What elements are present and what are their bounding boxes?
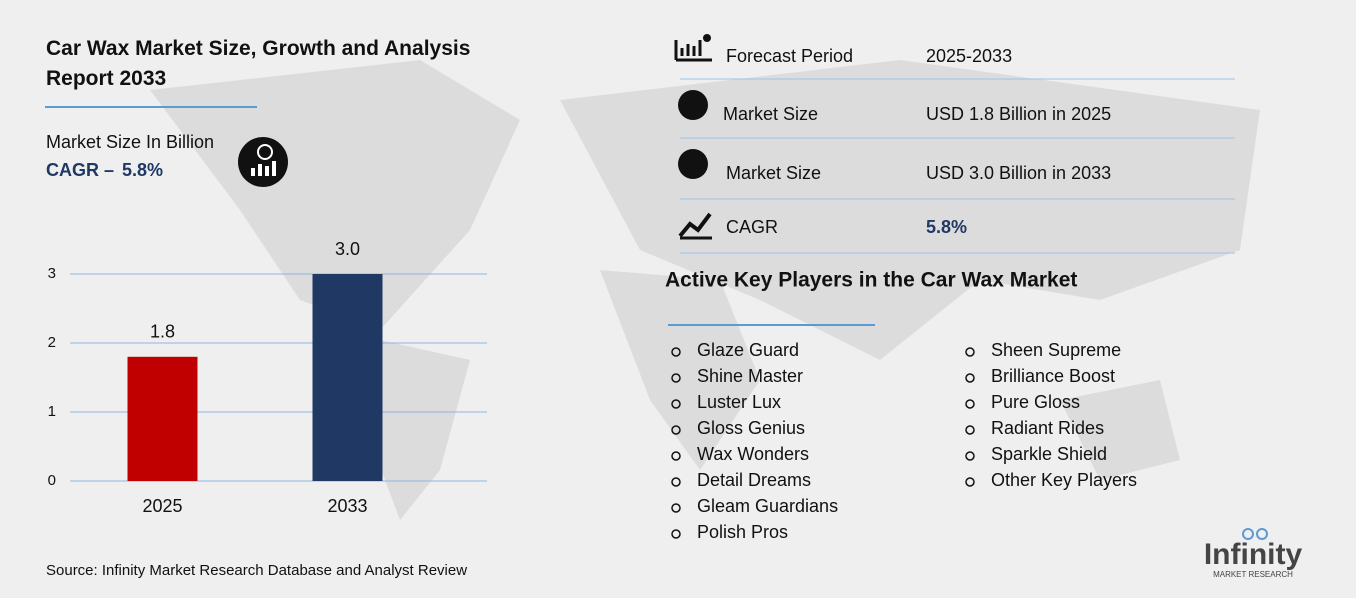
player-name: Luster Lux <box>697 392 781 412</box>
bar <box>127 356 198 481</box>
player-name: Sheen Supreme <box>991 340 1121 360</box>
source: Source: Infinity Market Research Databas… <box>46 562 467 579</box>
y-tick-label: 3 <box>48 265 56 282</box>
value-label: 3.0 <box>335 239 360 259</box>
world-map <box>150 60 1260 520</box>
stat-label: Market Size <box>726 163 821 183</box>
cagr-value: 5.8% <box>122 160 163 180</box>
logo: Infinity MARKET RESEARCH <box>1204 528 1303 579</box>
bullet <box>671 477 681 487</box>
player-name: Shine Master <box>697 366 803 386</box>
stat-label: Forecast Period <box>726 46 853 66</box>
y-tick-label: 2 <box>48 334 56 351</box>
stat-value: USD 3.0 Billion in 2033 <box>926 163 1111 183</box>
player-name: Brilliance Boost <box>991 366 1115 386</box>
bullet <box>671 529 681 539</box>
logo-tagline: MARKET RESEARCH <box>1213 570 1293 579</box>
stat-value: USD 1.8 Billion in 2025 <box>926 104 1111 124</box>
bullet <box>965 373 975 383</box>
bullet <box>671 451 681 461</box>
bullet <box>671 399 681 409</box>
player-name: Pure Gloss <box>991 392 1080 412</box>
subtitle: Market Size In Billion <box>46 132 214 152</box>
player-name: Sparkle Shield <box>991 444 1107 464</box>
bullet <box>671 373 681 383</box>
player-name: Other Key Players <box>991 470 1137 490</box>
player-name: Glaze Guard <box>697 340 799 360</box>
player-name: Gleam Guardians <box>697 496 838 516</box>
bullet <box>965 399 975 409</box>
player-name: Gloss Genius <box>697 418 805 438</box>
money-icon <box>238 137 288 187</box>
player-name: Detail Dreams <box>697 470 811 490</box>
value-label: 1.8 <box>150 322 175 342</box>
stat-label: Market Size <box>723 104 818 124</box>
bullet <box>671 347 681 357</box>
y-tick-label: 1 <box>48 403 56 420</box>
cagr-label: CAGR – <box>46 160 114 180</box>
stat-value: 2025-2033 <box>926 46 1012 66</box>
player-name: Wax Wonders <box>697 444 809 464</box>
bullet <box>965 425 975 435</box>
stat-label: CAGR <box>726 217 778 237</box>
bullet <box>671 503 681 513</box>
stat-icons <box>674 34 712 240</box>
bullet <box>965 477 975 487</box>
x-tick-label: 2025 <box>142 496 182 516</box>
chart-title: Car Wax Market Size, Growth and Analysis… <box>46 37 471 90</box>
bullet <box>965 347 975 357</box>
player-name: Radiant Rides <box>991 418 1104 438</box>
bullet <box>671 425 681 435</box>
y-tick-label: 0 <box>48 472 56 489</box>
players-title: Active Key Players in the Car Wax Market <box>665 269 1077 292</box>
x-tick-label: 2033 <box>327 496 367 516</box>
bar <box>312 274 383 481</box>
stat-value: 5.8% <box>926 217 967 237</box>
player-name: Polish Pros <box>697 522 788 542</box>
logo-name: Infinity <box>1204 538 1303 571</box>
bullet <box>965 451 975 461</box>
